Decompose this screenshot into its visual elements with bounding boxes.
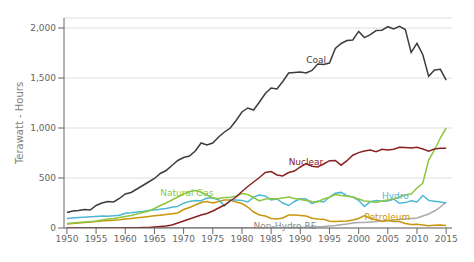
svg-text:Petroleum: Petroleum xyxy=(364,212,410,222)
svg-text:Non-Hydro RE: Non-Hydro RE xyxy=(254,221,317,231)
svg-text:Terawatt - Hours: Terawatt - Hours xyxy=(14,82,25,165)
svg-text:1980: 1980 xyxy=(231,234,254,244)
svg-text:1990: 1990 xyxy=(289,234,312,244)
svg-text:1985: 1985 xyxy=(260,234,283,244)
svg-text:Hydro: Hydro xyxy=(382,191,409,201)
svg-text:1965: 1965 xyxy=(143,234,166,244)
svg-text:0: 0 xyxy=(50,223,56,233)
svg-text:1,500: 1,500 xyxy=(30,73,56,83)
svg-text:1970: 1970 xyxy=(172,234,195,244)
svg-text:1,000: 1,000 xyxy=(30,123,56,133)
svg-text:2,000: 2,000 xyxy=(30,23,56,33)
svg-text:1975: 1975 xyxy=(201,234,224,244)
svg-text:Nuclear: Nuclear xyxy=(289,157,324,167)
svg-text:2010: 2010 xyxy=(406,234,429,244)
svg-text:1995: 1995 xyxy=(318,234,341,244)
svg-text:1960: 1960 xyxy=(114,234,137,244)
svg-text:2015: 2015 xyxy=(435,234,458,244)
svg-text:Natural Gas: Natural Gas xyxy=(160,188,214,198)
svg-text:2005: 2005 xyxy=(376,234,399,244)
svg-text:1950: 1950 xyxy=(55,234,78,244)
svg-text:2000: 2000 xyxy=(347,234,370,244)
svg-text:1955: 1955 xyxy=(85,234,108,244)
svg-text:Coal: Coal xyxy=(306,55,326,65)
svg-text:500: 500 xyxy=(39,173,56,183)
